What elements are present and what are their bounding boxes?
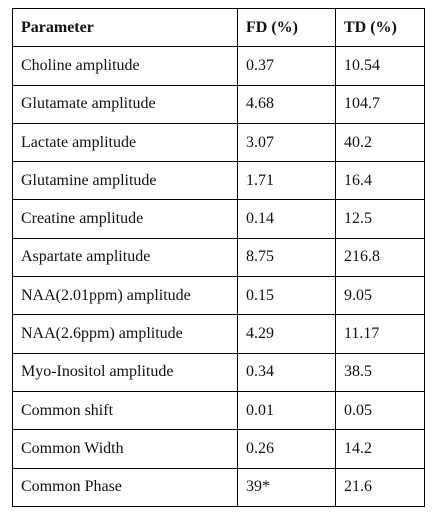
table-row: Myo-Inositol amplitude 0.34 38.5 [12, 352, 425, 392]
parameter-cell: Choline amplitude [12, 46, 238, 86]
parameter-cell: Myo-Inositol amplitude [12, 352, 238, 392]
table-row: Glutamate amplitude 4.68 104.7 [12, 84, 425, 124]
value-cell: 11.17 [335, 314, 425, 354]
value-cell: 4.68 [237, 84, 336, 124]
table-row: Common shift 0.01 0.05 [12, 390, 425, 431]
value-cell: 21.6 [335, 467, 425, 507]
parameter-cell: Common Phase [12, 467, 238, 507]
parameter-cell: Lactate amplitude [12, 122, 238, 163]
parameter-cell: Aspartate amplitude [12, 237, 238, 278]
table-row: Choline amplitude 0.37 10.54 [12, 46, 425, 86]
value-cell: 0.15 [237, 276, 336, 316]
parameter-cell: Creatine amplitude [12, 199, 238, 239]
value-cell: 104.7 [335, 84, 425, 124]
parameter-cell: NAA(2.01ppm) amplitude [12, 276, 238, 316]
table-row: Creatine amplitude 0.14 12.5 [12, 199, 425, 239]
table-row: NAA(2.01ppm) amplitude 0.15 9.05 [12, 276, 425, 316]
table-row: NAA(2.6ppm) amplitude 4.29 11.17 [12, 314, 425, 354]
value-cell: 9.05 [335, 276, 425, 316]
value-cell: 0.37 [237, 46, 336, 86]
table-row: Glutamine amplitude 1.71 16.4 [12, 161, 425, 201]
value-cell: 3.07 [237, 122, 336, 163]
parameter-cell: Glutamate amplitude [12, 84, 238, 124]
table-row: Aspartate amplitude 8.75 216.8 [12, 237, 425, 278]
parameter-cell: Glutamine amplitude [12, 161, 238, 201]
value-cell: 0.01 [237, 390, 336, 431]
header-cell: FD (%) [237, 7, 336, 48]
parameter-cell: NAA(2.6ppm) amplitude [12, 314, 238, 354]
value-cell: 1.71 [237, 161, 336, 201]
value-cell: 4.29 [237, 314, 336, 354]
value-cell: 0.26 [237, 429, 336, 469]
parameter-cell: Common shift [12, 390, 238, 431]
value-cell: 0.34 [237, 352, 336, 392]
table-row: Common Width 0.26 14.2 [12, 429, 425, 469]
header-row: Parameter FD (%) TD (%) [12, 7, 425, 48]
value-cell: 38.5 [335, 352, 425, 392]
table-row: Lactate amplitude 3.07 40.2 [12, 122, 425, 163]
data-table: Parameter FD (%) TD (%) Choline amplitude 0… [12, 7, 425, 507]
value-cell: 10.54 [335, 46, 425, 86]
value-cell: 12.5 [335, 199, 425, 239]
value-cell: 16.4 [335, 161, 425, 201]
header-cell: TD (%) [335, 7, 425, 48]
value-cell: 8.75 [237, 237, 336, 278]
value-cell: 40.2 [335, 122, 425, 163]
parameter-cell: Common Width [12, 429, 238, 469]
value-cell: 39* [237, 467, 336, 507]
table-row: Common Phase 39* 21.6 [12, 467, 425, 507]
header-cell: Parameter [12, 7, 238, 48]
value-cell: 0.05 [335, 390, 425, 431]
value-cell: 216.8 [335, 237, 425, 278]
table-body: Choline amplitude 0.37 10.54 Glutamate ampl… [12, 46, 425, 507]
value-cell: 0.14 [237, 199, 336, 239]
value-cell: 14.2 [335, 429, 425, 469]
table-container: Parameter FD (%) TD (%) Choline amplitude 0… [12, 7, 425, 507]
